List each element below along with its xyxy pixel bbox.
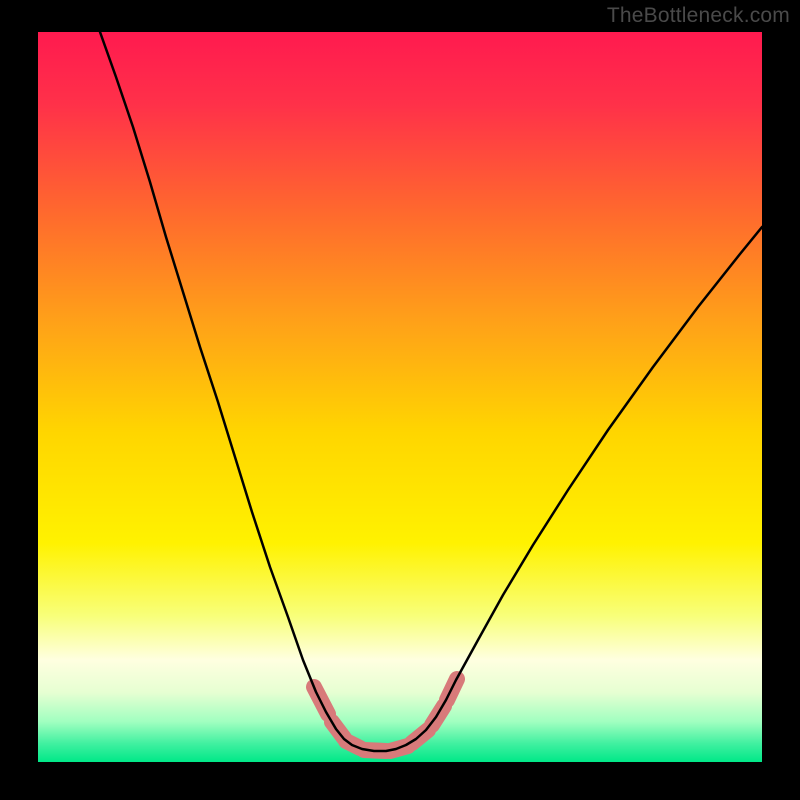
plot-area xyxy=(38,32,762,762)
gradient-background xyxy=(38,32,762,762)
watermark-text: TheBottleneck.com xyxy=(607,4,790,28)
chart-frame: TheBottleneck.com xyxy=(0,0,800,800)
